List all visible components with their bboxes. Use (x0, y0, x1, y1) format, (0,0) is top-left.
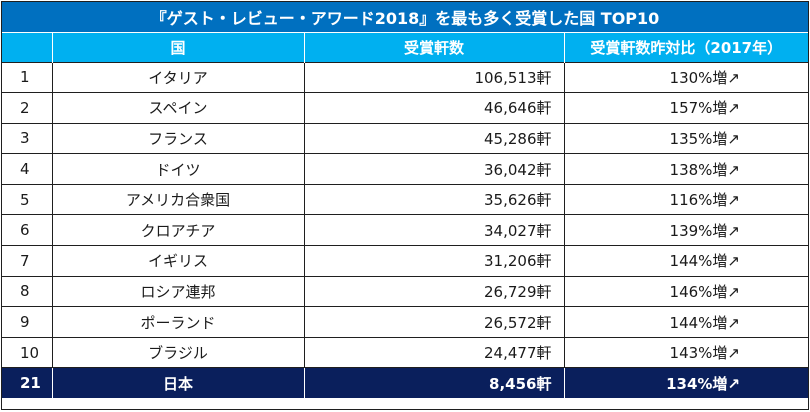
cell-rank: 8 (2, 275, 53, 307)
table-row: 4 ドイツ 36,042軒 138%増↗ (2, 153, 808, 185)
cell-rank: 1 (2, 61, 53, 93)
cell-count: 26,729軒 (304, 275, 565, 307)
header-count: 受賞軒数 (304, 32, 565, 62)
cell-count: 35,626軒 (304, 183, 565, 215)
header-rank (2, 32, 53, 62)
header-country: 国 (52, 32, 305, 62)
cell-rate: 146%増↗ (564, 275, 808, 307)
table-title: 『ゲスト・レビュー・アワード2018』を最も多く受賞した国 TOP10 (2, 2, 808, 33)
cell-rate: 144%増↗ (564, 306, 808, 338)
cell-rate: 143%増↗ (564, 336, 808, 368)
japan-count: 8,456軒 (304, 367, 565, 398)
cell-rank: 4 (2, 153, 53, 185)
cell-country: ポーランド (52, 306, 305, 338)
cell-rank: 3 (2, 122, 53, 154)
cell-rank: 2 (2, 92, 53, 124)
cell-country: スペイン (52, 92, 305, 124)
cell-rate: 130%増↗ (564, 61, 808, 93)
cell-count: 46,646軒 (304, 92, 565, 124)
table-row: 9 ポーランド 26,572軒 144%増↗ (2, 306, 808, 338)
table-row: 8 ロシア連邦 26,729軒 146%増↗ (2, 275, 808, 307)
cell-count: 26,572軒 (304, 306, 565, 338)
cell-country: イギリス (52, 245, 305, 277)
cell-country: アメリカ合衆国 (52, 183, 305, 215)
cell-rate: 157%増↗ (564, 92, 808, 124)
japan-row: 21 日本 8,456軒 134%増↗ (2, 367, 808, 398)
header-rate: 受賞軒数昨対比（2017年） (564, 32, 808, 62)
table-row: 6 クロアチア 34,027軒 139%増↗ (2, 214, 808, 246)
cell-country: ロシア連邦 (52, 275, 305, 307)
cell-rank: 7 (2, 245, 53, 277)
cell-rate: 144%増↗ (564, 245, 808, 277)
table-row: 1 イタリア 106,513軒 130%増↗ (2, 61, 808, 93)
japan-country: 日本 (52, 367, 305, 398)
cell-country: クロアチア (52, 214, 305, 246)
table-row: 2 スペイン 46,646軒 157%増↗ (2, 92, 808, 124)
cell-count: 36,042軒 (304, 153, 565, 185)
cell-rate: 138%増↗ (564, 153, 808, 185)
cell-rate: 116%増↗ (564, 183, 808, 215)
cell-country: ブラジル (52, 336, 305, 368)
cell-count: 45,286軒 (304, 122, 565, 154)
table-row: 10 ブラジル 24,477軒 143%増↗ (2, 336, 808, 368)
cell-count: 34,027軒 (304, 214, 565, 246)
cell-count: 31,206軒 (304, 245, 565, 277)
cell-rate: 135%増↗ (564, 122, 808, 154)
table-row: 5 アメリカ合衆国 35,626軒 116%増↗ (2, 183, 808, 215)
header-row: 国 受賞軒数 受賞軒数昨対比（2017年） (2, 32, 808, 62)
cell-rank: 5 (2, 183, 53, 215)
cell-count: 24,477軒 (304, 336, 565, 368)
cell-rank: 9 (2, 306, 53, 338)
table-body: 1 イタリア 106,513軒 130%増↗ 2 スペイン 46,646軒 157%増↗ 3 フラ… (2, 61, 808, 368)
japan-rate: 134%増↗ (564, 367, 808, 398)
cell-country: ドイツ (52, 153, 305, 185)
cell-count: 106,513軒 (304, 61, 565, 93)
cell-rate: 139%増↗ (564, 214, 808, 246)
cell-country: フランス (52, 122, 305, 154)
ranking-table: 『ゲスト・レビュー・アワード2018』を最も多く受賞した国 TOP10 国 受賞… (2, 2, 808, 398)
table-row: 3 フランス 45,286軒 135%増↗ (2, 122, 808, 154)
cell-country: イタリア (52, 61, 305, 93)
table-row: 7 イギリス 31,206軒 144%増↗ (2, 245, 808, 277)
cell-rank: 6 (2, 214, 53, 246)
japan-rank: 21 (2, 367, 53, 398)
title-row: 『ゲスト・レビュー・アワード2018』を最も多く受賞した国 TOP10 (2, 2, 808, 33)
cell-rank: 10 (2, 336, 53, 368)
